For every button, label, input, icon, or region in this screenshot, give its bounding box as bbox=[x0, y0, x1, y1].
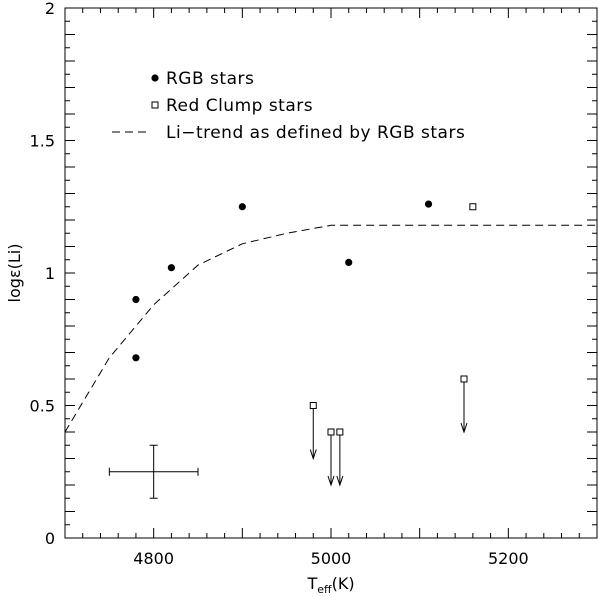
x-axis-label-unit: (K) bbox=[332, 574, 355, 593]
red-clump-point bbox=[469, 203, 477, 211]
trend-line-group bbox=[64, 224, 597, 433]
data-points bbox=[132, 200, 477, 362]
legend-clump-label: Red Clump stars bbox=[166, 96, 313, 116]
legend-trend-label: Li−trend as defined by RGB stars bbox=[166, 123, 465, 143]
legend-clump-marker bbox=[151, 101, 159, 109]
x-tick-label: 5200 bbox=[488, 549, 529, 568]
y-tick-label: 0 bbox=[45, 529, 55, 548]
x-axis-label-subscript: eff bbox=[317, 583, 332, 596]
x-tick-label: 5000 bbox=[311, 549, 352, 568]
rgb-star-point bbox=[345, 258, 353, 266]
y-axis-label: logε(Li) bbox=[5, 244, 24, 303]
rgb-star-point bbox=[238, 203, 246, 211]
upper-limit-arrow-head bbox=[309, 449, 317, 461]
y-tick-label: 0.5 bbox=[30, 397, 55, 416]
upper-limit-arrow-head bbox=[336, 475, 344, 487]
y-tick-label: 1 bbox=[45, 264, 55, 283]
upper-limit-point bbox=[336, 428, 344, 436]
upper-limit-point bbox=[309, 402, 317, 409]
rgb-star-point bbox=[132, 295, 140, 304]
rgb-star-point bbox=[132, 354, 140, 362]
x-axis-label-main: T bbox=[306, 574, 317, 593]
trend-line bbox=[64, 224, 597, 433]
axis-ticks: 4800 5000 5200 0 0.5 1 1.5 2 bbox=[30, 0, 598, 568]
rgb-star-point bbox=[424, 200, 433, 208]
x-tick-label: 4800 bbox=[133, 549, 174, 568]
upper-limit-arrow-head bbox=[327, 475, 335, 487]
upper-limit-point bbox=[460, 375, 468, 383]
legend-rgb-label: RGB stars bbox=[166, 69, 254, 89]
x-axis-label: Teff(K) bbox=[306, 574, 354, 596]
y-tick-label: 1.5 bbox=[30, 132, 55, 151]
legend: RGB stars Red Clump stars Li−trend as defi… bbox=[112, 69, 465, 143]
error-bar-group bbox=[108, 444, 199, 499]
upper-limit-arrow-head bbox=[460, 422, 468, 434]
upper-limits bbox=[309, 375, 468, 487]
y-tick-label: 2 bbox=[45, 0, 55, 18]
rgb-star-point bbox=[167, 264, 175, 272]
legend-rgb-marker bbox=[151, 74, 159, 82]
upper-limit-point bbox=[327, 428, 335, 436]
axis-labels: Teff(K) logε(Li) bbox=[5, 244, 355, 596]
